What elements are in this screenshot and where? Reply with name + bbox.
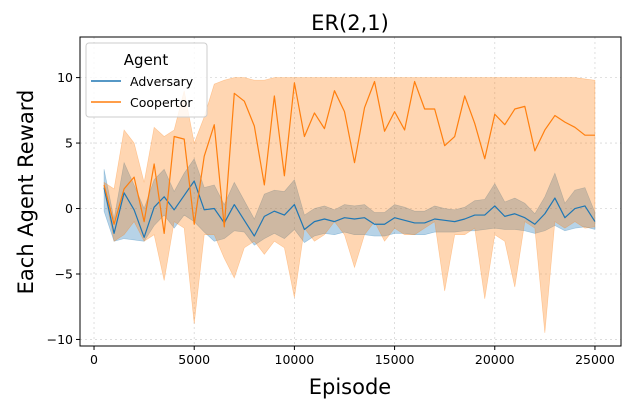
x-axis-title: Episode (309, 375, 391, 399)
legend-box (85, 42, 208, 118)
x-tick-label: 25000 (575, 352, 615, 367)
confidence-bands (103, 77, 596, 333)
x-tick-label: 15000 (375, 352, 415, 367)
y-tick-label: −5 (55, 266, 73, 281)
plot-frame (79, 36, 622, 347)
chart-title: ER(2,1) (311, 11, 389, 35)
x-tick-label: 0 (90, 352, 98, 367)
series-lines (103, 80, 596, 238)
y-axis-title: Each Agent Reward (14, 90, 38, 295)
axis-ticks: 0 5000 10000 15000 20000 25000 −10 −5 0 5 10 (47, 70, 615, 367)
x-tick-label: 10000 (275, 352, 315, 367)
legend-label-adversary: Adversary (130, 74, 194, 89)
y-tick-label: −10 (47, 332, 73, 347)
legend-label-coopertor: Coopertor (130, 95, 193, 110)
line-adversary (103, 180, 596, 238)
line-coopertor (103, 80, 595, 234)
legend: Agent Adversary Coopertor (85, 42, 208, 118)
y-tick-label: 10 (57, 70, 73, 85)
legend-title: Agent (124, 51, 169, 69)
x-tick-label: 20000 (475, 352, 515, 367)
band-coopertor (103, 77, 596, 333)
x-tick-label: 5000 (178, 352, 210, 367)
y-tick-label: 5 (65, 136, 73, 151)
y-tick-label: 0 (65, 201, 73, 216)
band-adversary (103, 158, 596, 246)
